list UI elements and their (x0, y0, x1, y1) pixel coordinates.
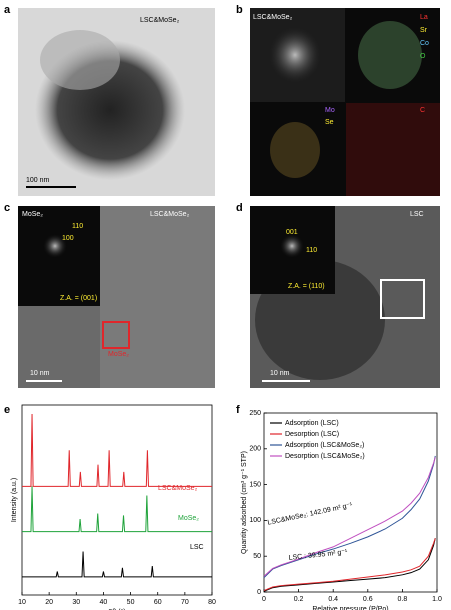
x-tick-label: 10 (18, 599, 26, 606)
legend-label: Adsorption (LSC&MoSe₂) (285, 442, 364, 449)
x-tick-label: 70 (181, 599, 189, 606)
y-tick-label: 150 (249, 481, 261, 488)
plot-frame (263, 412, 438, 593)
panel-letter: a (4, 4, 11, 16)
x-tick-label: 1.0 (432, 596, 442, 603)
series-line (22, 486, 212, 533)
y-tick-label: 100 (249, 517, 261, 524)
element-label: O (420, 53, 426, 60)
x-tick-label: 60 (154, 599, 162, 606)
x-tick-label: 0.8 (398, 596, 408, 603)
series-line (22, 414, 212, 487)
series-label: MoSe₂ (178, 515, 199, 522)
x-tick-label: 80 (208, 599, 216, 606)
fft-pattern (43, 234, 67, 258)
series-line (263, 457, 436, 577)
y-tick-label: 0 (257, 589, 261, 596)
fft-index: 001 (286, 229, 298, 236)
x-axis-label: 2θ (°) (108, 608, 125, 610)
element-label: Se (325, 119, 334, 126)
panel-letter: e (4, 404, 10, 416)
panel-letter: d (236, 202, 243, 214)
fft-index: 100 (62, 235, 74, 242)
x-tick-label: 40 (100, 599, 108, 606)
hrtem-image (100, 206, 215, 388)
y-tick-label: 50 (253, 553, 261, 560)
panel-label: LSC&MoSe₂ (140, 17, 180, 24)
element-map (346, 103, 440, 196)
x-tick-label: 0 (262, 596, 266, 603)
x-tick-label: 20 (45, 599, 53, 606)
series-line (263, 455, 436, 579)
series-line (22, 551, 212, 578)
element-label: Sr (420, 27, 428, 34)
particle (267, 25, 323, 85)
particle (40, 30, 120, 90)
x-tick-label: 30 (72, 599, 80, 606)
box-label: MoSe₂ (108, 351, 129, 358)
fft-index: 110 (306, 247, 317, 254)
series-label: LSC&MoSe₂ (158, 485, 198, 492)
x-tick-label: 50 (127, 599, 135, 606)
scale-label: 100 nm (26, 177, 50, 184)
x-tick-label: 0.6 (363, 596, 373, 603)
panel-label: LSC&MoSe₂ (253, 14, 293, 21)
element-label: Co (420, 40, 429, 47)
panel-letter: f (236, 404, 240, 416)
element-label: La (420, 14, 428, 21)
plot-frame (21, 404, 213, 596)
zone-axis: Z.A. = (110) (288, 283, 325, 290)
series-line (263, 538, 436, 592)
fft-index: 110 (72, 223, 83, 230)
x-tick-label: 0.2 (294, 596, 304, 603)
element-label: C (420, 107, 425, 114)
series-line (263, 538, 436, 592)
inset-label: MoSe₂ (22, 211, 43, 218)
x-tick-label: 0.4 (328, 596, 338, 603)
panel-label: LSC (410, 211, 424, 218)
y-axis-label: Quantity adsorbed (cm³ g⁻¹ STP) (241, 451, 248, 554)
panel-letter: b (236, 4, 243, 16)
highlight-box (102, 321, 130, 349)
scale-label: 10 nm (30, 370, 50, 377)
annotation: LSC : 39.95 m² g⁻¹ (288, 549, 348, 562)
fft-pattern (280, 234, 304, 258)
panel-letter: c (4, 202, 10, 214)
y-tick-label: 250 (249, 410, 261, 417)
element-map (358, 21, 422, 89)
zone-axis: Z.A. = (001) (60, 295, 97, 302)
x-axis-label: Relative pressure (P/Po) (312, 606, 388, 610)
annotation: LSC&MoSe₂: 142.09 m² g⁻¹ (267, 502, 354, 527)
legend-label: Desorption (LSC) (285, 431, 339, 438)
legend-label: Desorption (LSC&MoSe₂) (285, 453, 365, 460)
y-axis-label: Intensity (a.u.) (11, 478, 18, 522)
legend-label: Adsorption (LSC) (285, 420, 339, 427)
scale-label: 10 nm (270, 370, 290, 377)
panel-label: LSC&MoSe₂ (150, 211, 190, 218)
y-tick-label: 200 (249, 446, 261, 453)
series-label: LSC (190, 544, 204, 551)
element-map (270, 122, 320, 178)
highlight-box (380, 279, 425, 319)
element-label: Mo (325, 107, 335, 114)
